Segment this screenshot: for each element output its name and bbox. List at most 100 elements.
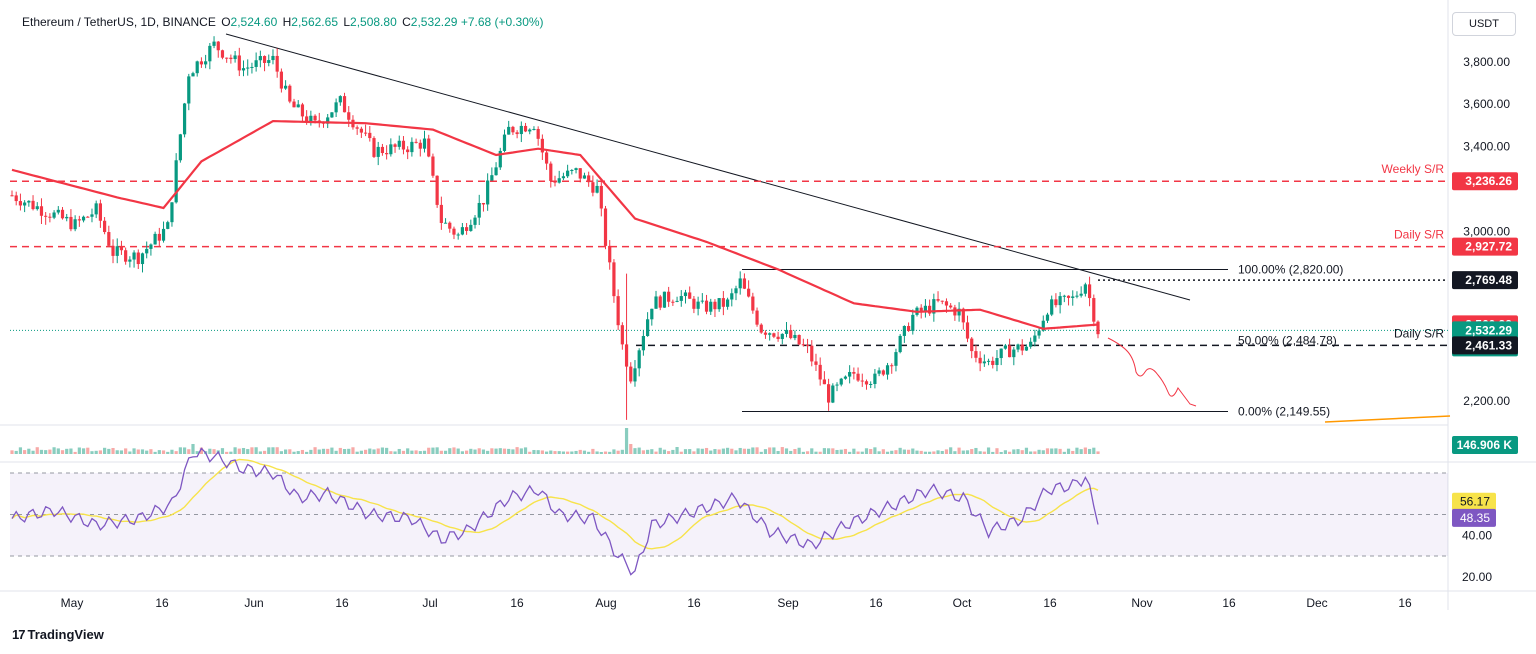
volume-bar (999, 451, 1003, 454)
volume-bar (481, 449, 486, 454)
candle-body (713, 301, 717, 310)
candle-body (161, 228, 166, 241)
volume-bar (620, 449, 624, 454)
candle-body (599, 185, 603, 209)
candle-body (608, 245, 612, 263)
volume-bar (330, 447, 334, 454)
candle-body (814, 361, 818, 365)
brand-name: TradingView (27, 627, 104, 642)
volume-bar (528, 451, 532, 454)
volume-bar (561, 451, 566, 454)
volume-bar (439, 450, 443, 454)
volume-bar (119, 450, 124, 454)
volume-bar (60, 450, 65, 454)
volume-bar (292, 451, 296, 454)
candle-body (494, 167, 498, 176)
candle-body (107, 232, 111, 246)
x-tick-label: Jun (244, 596, 263, 610)
candle-body (641, 336, 645, 351)
candle-body (279, 71, 283, 89)
candle-body (650, 308, 654, 320)
volume-bar (566, 451, 570, 454)
descending-trendline (225, 33, 1191, 301)
volume-bar (789, 450, 793, 454)
candle-body (1012, 349, 1016, 358)
volume-bar (928, 451, 932, 454)
candle-body (620, 325, 624, 345)
fib-label: 0.00% (2,149.55) (1238, 405, 1330, 419)
candle-body (389, 144, 393, 155)
volume-bar (267, 447, 271, 454)
candle-body (27, 200, 31, 203)
candle-body (978, 357, 982, 364)
candle-body (877, 370, 881, 374)
volume-bar (111, 447, 115, 454)
volume-bar (10, 450, 14, 454)
daily-support-price-tag-bg (1452, 336, 1518, 355)
volume-bar (919, 450, 923, 454)
volume-bar (233, 447, 237, 454)
volume-bar (1083, 447, 1087, 454)
candle-body (864, 381, 869, 385)
tradingview-brand[interactable]: 17 TradingView (12, 627, 104, 642)
candle-body (1066, 295, 1071, 298)
volume-bar (877, 451, 881, 454)
candle-body (843, 376, 848, 379)
candle-body (725, 299, 730, 307)
candle-body (885, 365, 890, 375)
volume-bar (465, 450, 469, 454)
x-tick-label: 16 (1222, 596, 1236, 610)
candle-body (561, 176, 566, 179)
candle-body (911, 314, 915, 331)
volume-bar (1058, 448, 1062, 454)
volume-bar (435, 447, 439, 454)
volume-bar (410, 450, 414, 454)
volume-bar (376, 448, 380, 454)
candle-body (14, 195, 18, 202)
volume-bar (725, 447, 730, 454)
candle-body (300, 104, 305, 117)
candle-body (465, 227, 469, 231)
volume-bar (839, 449, 843, 454)
candle-body (519, 125, 523, 135)
candle-body (338, 96, 342, 103)
volume-bar (321, 448, 326, 454)
candle-body (220, 50, 225, 58)
candle-body (603, 208, 608, 246)
volume-bar (957, 447, 961, 454)
volume-bar (220, 448, 225, 454)
volume-bar (965, 450, 970, 454)
candle-body (56, 209, 60, 213)
candle-body (839, 378, 843, 385)
volume-bar (309, 449, 313, 454)
candle-body (1075, 295, 1079, 297)
candle-body (734, 288, 738, 294)
candle-body (212, 41, 216, 46)
candle-body (342, 96, 347, 113)
volume-bar (199, 447, 204, 454)
candle-body (355, 127, 359, 129)
candle-body (683, 292, 688, 297)
volume-bar (14, 450, 18, 454)
candle-body (60, 209, 65, 219)
volume-bar (911, 448, 915, 454)
price-tick-label: 3,000.00 (1463, 224, 1510, 238)
candle-body (10, 195, 14, 197)
candle-body (73, 219, 77, 230)
candle-body (376, 146, 380, 157)
volume-bar (852, 448, 856, 454)
candle-body (368, 132, 372, 139)
volume-bar (1029, 451, 1033, 454)
candle-body (738, 278, 742, 289)
volume-bar (881, 449, 885, 454)
level-name: Daily S/R (1394, 326, 1444, 340)
volume-bar (603, 451, 608, 454)
volume-bar (469, 448, 473, 454)
candle-body (439, 204, 443, 223)
volume-bar (873, 447, 877, 454)
candle-body (961, 308, 965, 323)
currency-selector[interactable]: USDT (1452, 12, 1516, 36)
candle-body (696, 301, 700, 309)
level-name: Daily S/R (1394, 228, 1444, 242)
